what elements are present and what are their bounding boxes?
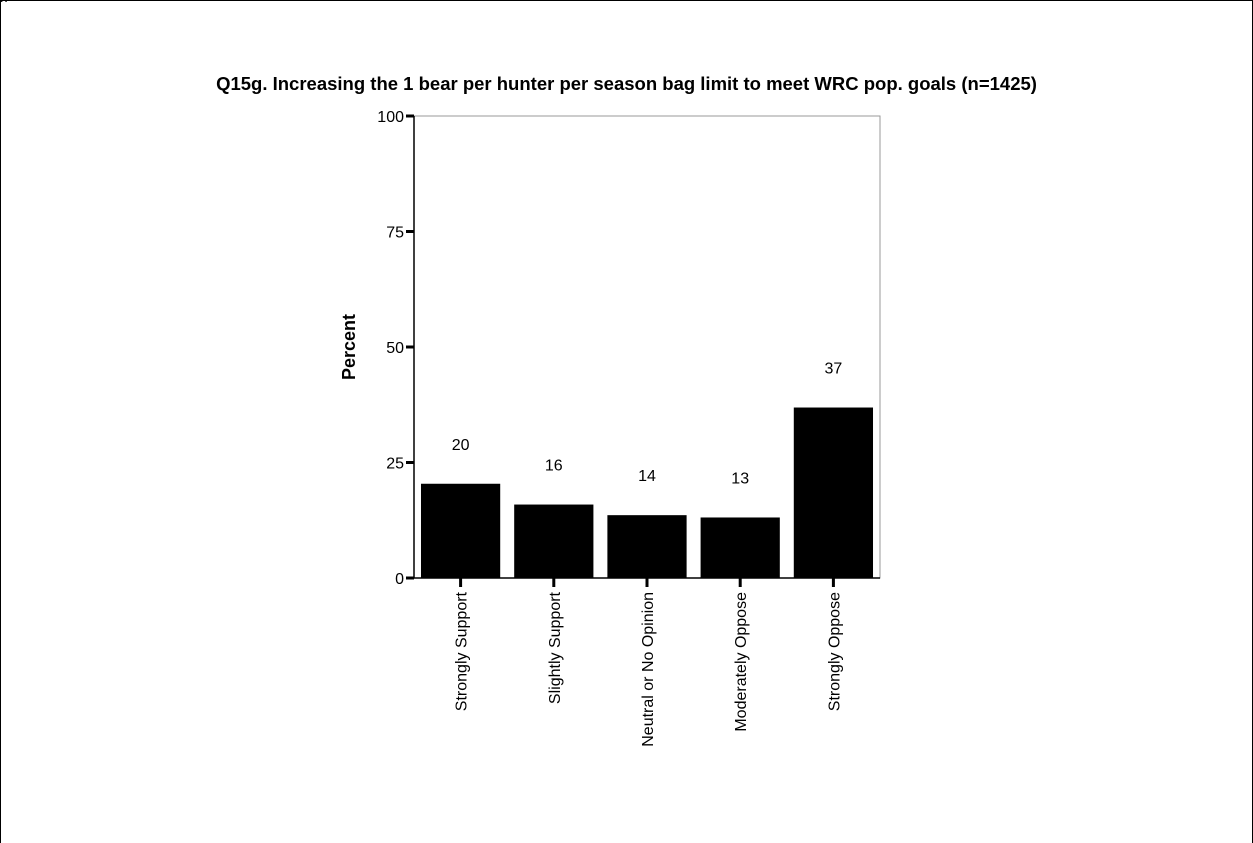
x-tick-label: Slightly Support xyxy=(547,591,564,704)
bar xyxy=(793,407,874,578)
y-tick-label: 100 xyxy=(377,109,404,126)
data-label: 37 xyxy=(825,361,843,378)
bar xyxy=(700,517,780,578)
data-label: 20 xyxy=(452,437,470,454)
bar xyxy=(607,515,687,578)
page-mark: g xyxy=(0,0,30,2)
y-tick-label: 0 xyxy=(395,571,404,588)
x-tick-label: Strongly Support xyxy=(454,591,471,711)
y-tick-label: 25 xyxy=(386,456,404,473)
data-label: 16 xyxy=(545,458,563,475)
y-tick-label: 75 xyxy=(386,225,404,242)
data-label: 13 xyxy=(731,470,749,487)
x-tick-labels: Strongly Support Slightly Support Neutral … xyxy=(454,578,843,747)
value-labels: 20 16 14 13 37 xyxy=(452,361,843,488)
x-tick-label: Moderately Oppose xyxy=(733,592,750,732)
data-label: 14 xyxy=(638,468,656,485)
y-tick-label: 50 xyxy=(386,340,404,357)
bars xyxy=(420,407,874,578)
y-ticks: 0 25 50 75 100 xyxy=(377,109,414,588)
y-axis-label: Percent xyxy=(339,314,359,380)
bar xyxy=(420,483,501,578)
x-tick-label: Strongly Oppose xyxy=(826,592,843,711)
bar xyxy=(514,504,594,578)
chart-title: Q15g. Increasing the 1 bear per hunter p… xyxy=(216,73,1037,94)
x-tick-label: Neutral or No Opinion xyxy=(640,592,657,747)
